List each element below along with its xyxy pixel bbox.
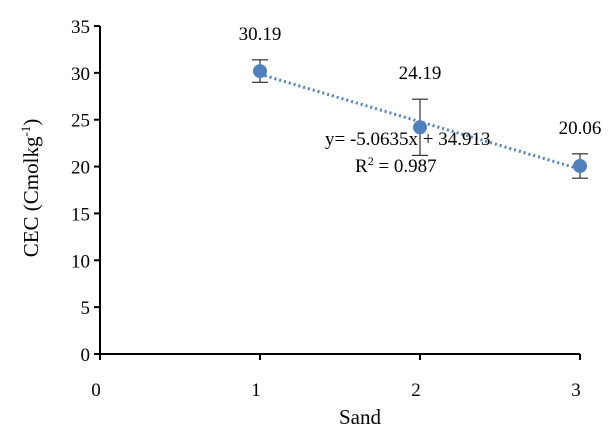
data-label: 30.19 — [239, 24, 282, 45]
x-tick-label: 2 — [411, 380, 421, 401]
y-tick-label: 0 — [81, 345, 91, 366]
y-axis-label-sup: -1 — [18, 126, 33, 137]
data-point — [413, 120, 427, 135]
data-labels: 30.19 24.19 20.06 — [239, 24, 602, 139]
y-tick-label: 15 — [71, 204, 90, 225]
y-tick-label: 25 — [71, 111, 90, 132]
data-point — [253, 64, 267, 79]
r-squared-prefix: R — [355, 156, 368, 177]
x-axis-label: Sand — [339, 405, 382, 429]
y-tick-label: 30 — [71, 64, 90, 85]
r-squared-sup: 2 — [368, 154, 374, 168]
r-squared-value: = 0.987 — [374, 156, 437, 177]
x-tick-label: 0 — [91, 380, 101, 401]
y-tick-label: 10 — [71, 251, 90, 272]
y-tick-label: 35 — [71, 17, 90, 38]
axes — [99, 26, 580, 355]
data-label: 24.19 — [399, 63, 442, 84]
y-axis-label: CEC (Cmolkg-1) — [18, 119, 43, 258]
trendline-equation: y= -5.0635x + 34.913 — [325, 129, 491, 150]
y-tick-label: 20 — [71, 158, 90, 179]
y-axis-label-main: CEC (Cmolkg — [19, 136, 43, 257]
x-tick-label: 1 — [251, 380, 261, 401]
data-points — [253, 64, 587, 174]
y-ticks: 0 5 10 15 20 25 30 35 — [71, 17, 100, 366]
y-axis-label-close: ) — [19, 119, 43, 126]
data-point — [573, 159, 587, 174]
data-label: 20.06 — [559, 118, 602, 139]
x-ticks: 0 1 2 3 — [91, 354, 581, 401]
y-tick-label: 5 — [81, 298, 91, 319]
r-squared: R2 = 0.987 — [355, 154, 437, 177]
x-tick-label: 3 — [571, 380, 581, 401]
